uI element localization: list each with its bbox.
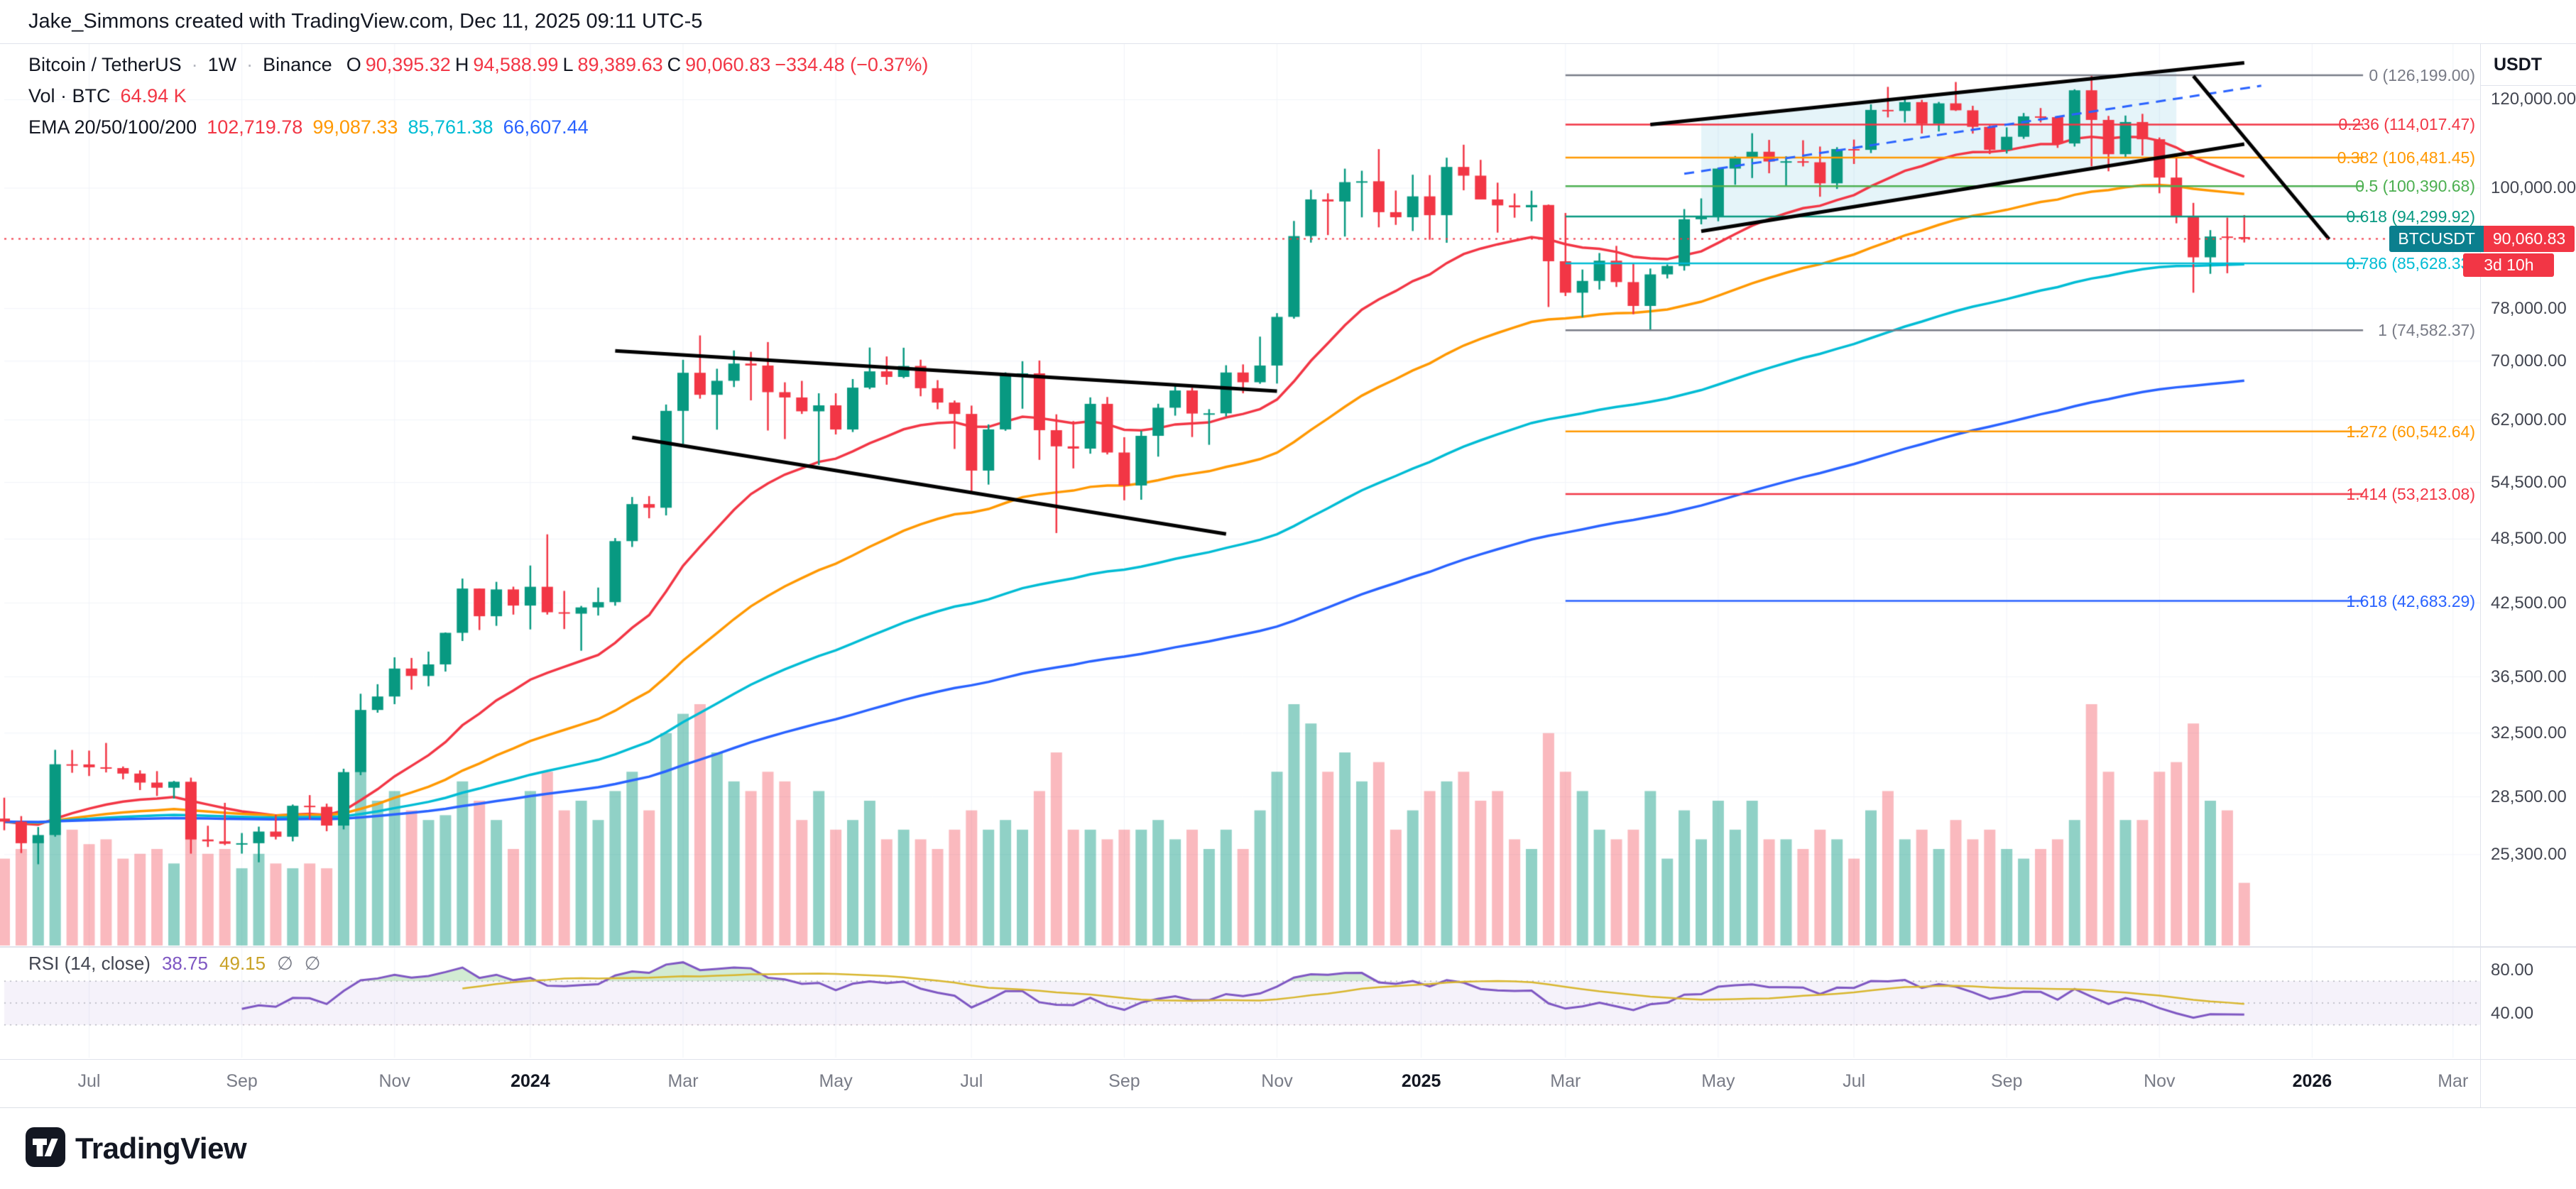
fib-level-label: 0.786 (85,628.33) bbox=[2346, 253, 2475, 273]
time-axis[interactable]: Jul Sep Nov 2024 Mar May Jul Sep Nov 2025 Mar May Ju… bbox=[0, 1060, 2576, 1107]
volume-value: 64.94 K bbox=[120, 85, 187, 106]
rsi-ma-value: 49.15 bbox=[219, 953, 266, 974]
fib-level-label: 0.5 (100,390.68) bbox=[2355, 177, 2475, 196]
bar-countdown: 3d 10h bbox=[2463, 253, 2555, 277]
rsi-axis-label: 80.00 bbox=[2491, 960, 2534, 980]
close-letter: C bbox=[667, 54, 682, 75]
open-value: 90,395.32 bbox=[365, 54, 451, 75]
high-letter: H bbox=[454, 54, 469, 75]
time-axis-label: May bbox=[819, 1071, 853, 1091]
high-value: 94,588.99 bbox=[473, 54, 559, 75]
price-axis-label: 54,500.00 bbox=[2491, 472, 2567, 492]
attribution-bar: Jake_Simmons created with TradingView.co… bbox=[0, 0, 2576, 44]
price-axis-label: 25,300.00 bbox=[2491, 844, 2567, 864]
price-axis-label: 120,000.00 bbox=[2491, 89, 2576, 109]
chart-bottom-border bbox=[0, 1107, 2576, 1108]
time-axis-label: Sep bbox=[1108, 1071, 1140, 1091]
volume-legend-row[interactable]: Vol · BTC 64.94 K bbox=[28, 85, 928, 107]
time-axis-label: Mar bbox=[2438, 1071, 2469, 1091]
price-axis-label: 100,000.00 bbox=[2491, 178, 2576, 197]
fib-level-label: 0.382 (106,481.45) bbox=[2337, 148, 2475, 168]
fib-level-label: 0 (126,199.00) bbox=[2369, 66, 2475, 85]
fib-level-label: 1.414 (53,213.08) bbox=[2346, 484, 2475, 503]
fib-level-label: 1.618 (42,683.29) bbox=[2346, 591, 2475, 610]
time-axis-label: Nov bbox=[1261, 1071, 1293, 1091]
rsi-source-icon: ∅ bbox=[304, 953, 321, 974]
time-axis-label: 2024 bbox=[511, 1071, 550, 1091]
time-axis-label: Sep bbox=[226, 1071, 258, 1091]
ema100-value: 85,761.38 bbox=[408, 116, 493, 138]
symbol-title: Bitcoin / TetherUS bbox=[28, 54, 182, 75]
rsi-source-icon: ∅ bbox=[277, 953, 293, 974]
price-tag-value: 90,060.83 bbox=[2484, 225, 2575, 252]
rsi-axis-label: 40.00 bbox=[2491, 1004, 2534, 1024]
symbol-legend: Bitcoin / TetherUS · 1W · Binance O 90,39… bbox=[28, 54, 928, 148]
interval-label: 1W bbox=[207, 54, 237, 75]
open-letter: O bbox=[346, 54, 361, 75]
rsi-label: RSI (14, close) bbox=[28, 953, 151, 974]
fib-level-label: 1 (74,582.37) bbox=[2378, 321, 2475, 340]
time-axis-label: 2026 bbox=[2292, 1071, 2332, 1091]
fib-level-label: 0.236 (114,017.47) bbox=[2338, 115, 2475, 134]
tradingview-logo-icon bbox=[26, 1127, 65, 1171]
time-axis-label: Nov bbox=[2144, 1071, 2176, 1091]
time-axis-label: Mar bbox=[667, 1071, 699, 1091]
time-axis-label: Mar bbox=[1550, 1071, 1581, 1091]
low-value: 89,389.63 bbox=[577, 54, 663, 75]
fib-level-label: 1.272 (60,542.64) bbox=[2346, 422, 2475, 441]
low-letter: L bbox=[562, 54, 574, 75]
fib-level-label: 0.618 (94,299.92) bbox=[2346, 207, 2475, 226]
symbol-legend-row[interactable]: Bitcoin / TetherUS · 1W · Binance O 90,39… bbox=[28, 54, 928, 76]
ema50-value: 99,087.33 bbox=[312, 116, 398, 138]
price-axis[interactable]: USDT 120,000.00 100,000.00 78,000.00 70,000… bbox=[2480, 44, 2576, 1107]
price-tag-symbol: BTCUSDT bbox=[2389, 225, 2484, 252]
change-value: −334.48 (−0.37%) bbox=[775, 54, 929, 75]
price-axis-label: 28,500.00 bbox=[2491, 787, 2567, 806]
time-axis-label: Jul bbox=[1843, 1071, 1866, 1091]
price-axis-label: 36,500.00 bbox=[2491, 667, 2567, 686]
time-axis-label: Sep bbox=[1990, 1071, 2023, 1091]
last-price-row: BTCUSDT 90,060.83 bbox=[2389, 225, 2575, 252]
price-axis-label: 48,500.00 bbox=[2491, 529, 2567, 549]
ohlc-values: O 90,395.32 H 94,588.99 L 89,389.63 C 90,060… bbox=[346, 54, 929, 76]
axis-separator bbox=[0, 1059, 2576, 1060]
rsi-legend-row[interactable]: RSI (14, close) 38.75 49.15 ∅ ∅ bbox=[28, 953, 320, 975]
time-axis-label: Jul bbox=[77, 1071, 101, 1091]
ema-label: EMA 20/50/100/200 bbox=[28, 116, 197, 138]
attribution-text: Jake_Simmons created with TradingView.co… bbox=[28, 10, 703, 33]
tradingview-logo[interactable]: TradingView bbox=[26, 1127, 247, 1171]
price-axis-label: 70,000.00 bbox=[2491, 351, 2567, 371]
exchange-label: Binance bbox=[263, 54, 332, 75]
time-axis-label: May bbox=[1701, 1071, 1735, 1091]
footer: TradingView bbox=[0, 1108, 2576, 1189]
price-axis-label: 42,500.00 bbox=[2491, 593, 2567, 613]
last-price-tag: BTCUSDT 90,060.83 3d 10h bbox=[2389, 225, 2575, 277]
price-axis-label: 62,000.00 bbox=[2491, 410, 2567, 429]
ema200-value: 66,607.44 bbox=[503, 116, 589, 138]
tradingview-wordmark: TradingView bbox=[75, 1132, 247, 1165]
volume-label: Vol · BTC bbox=[28, 85, 111, 106]
ema-legend-row[interactable]: EMA 20/50/100/200 102,719.78 99,087.33 8… bbox=[28, 116, 928, 138]
price-axis-label: 78,000.00 bbox=[2491, 298, 2567, 318]
close-value: 90,060.83 bbox=[685, 54, 771, 75]
time-axis-label: Jul bbox=[960, 1071, 983, 1091]
price-axis-label: 32,500.00 bbox=[2491, 723, 2567, 743]
price-axis-currency: USDT bbox=[2481, 44, 2576, 86]
separator-dot: · bbox=[246, 54, 253, 75]
time-axis-label: 2025 bbox=[1401, 1071, 1441, 1091]
ema20-value: 102,719.78 bbox=[207, 116, 303, 138]
rsi-value: 38.75 bbox=[161, 953, 209, 974]
pane-separator[interactable] bbox=[0, 946, 2576, 948]
time-axis-label: Nov bbox=[378, 1071, 410, 1091]
separator-dot: · bbox=[191, 54, 198, 75]
